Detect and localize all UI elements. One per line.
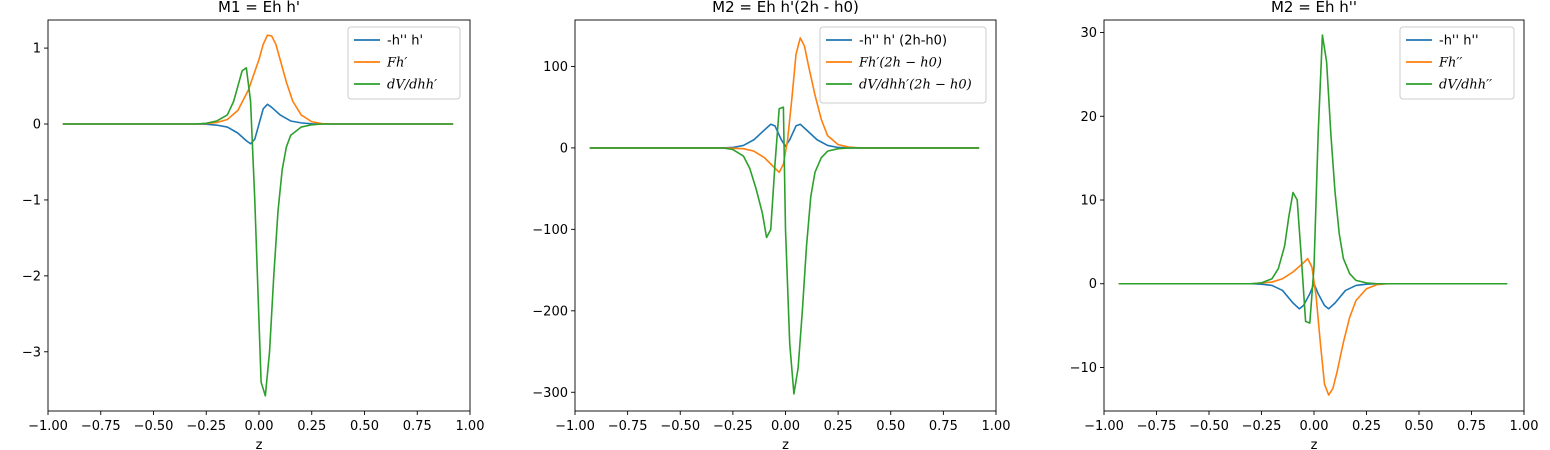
subplot-2: −1.00 −0.75 −0.50 −0.25 0.00 0.25 0.50 0.75 1.00…	[532, 0, 1010, 450]
y-tick-label: 0	[1089, 277, 1097, 292]
y-tick-label: −100	[532, 223, 568, 238]
y-tick-label: 100	[543, 60, 568, 75]
x-tick-label: 0.75	[403, 419, 432, 434]
x-tick-label: 0.75	[929, 419, 958, 434]
series-line-2	[1118, 257, 1508, 396]
y-tick-label: 30	[1080, 26, 1097, 41]
chart-title: M2 = Eh h'(2h - h0)	[712, 0, 859, 16]
y-tick-label: 20	[1080, 110, 1097, 125]
x-tick-label: 1.00	[456, 419, 485, 434]
series-line-3	[62, 67, 454, 397]
x-axis-label: z	[782, 438, 789, 450]
legend-entry-label: -h'' h' (2h-h0)	[859, 34, 947, 49]
legend-entry-label: Fh′(2h − h0)	[858, 56, 942, 71]
x-tick-label: 0.00	[771, 419, 800, 434]
legend-entry-label: -h'' h''	[1439, 34, 1479, 49]
legend-box	[347, 26, 461, 100]
legend-entry-label: dV/dhh′	[387, 78, 437, 93]
x-tick-label: 0.25	[297, 419, 326, 434]
legend-entry-label: Fh′	[386, 56, 407, 71]
x-tick-label: −1.00	[1084, 419, 1124, 434]
x-tick-label: 0.75	[1457, 419, 1486, 434]
series-line-1	[589, 123, 980, 149]
subplot-1: −1.00 −0.75 −0.50 −0.25 0.00 0.25 0.50 0.75 1.00…	[22, 0, 485, 450]
legend-box	[819, 26, 987, 104]
x-tick-label: −0.25	[1242, 419, 1282, 434]
legend-entry-label: dV/dhh′(2h − h0)	[859, 78, 972, 93]
subplot-3: −1.00 −0.75 −0.50 −0.25 0.00 0.25 0.50 0.75 1.00…	[1070, 0, 1539, 450]
x-tick-label: −0.25	[186, 419, 226, 434]
x-tick-label: 1.00	[1510, 419, 1539, 434]
x-tick-label: 1.00	[982, 419, 1011, 434]
x-axis-label: z	[1311, 438, 1318, 450]
legend: -h'' h' (2h-h0) Fh′(2h − h0) dV/dhh′(2h − …	[819, 26, 987, 104]
x-tick-label: −0.50	[134, 419, 174, 434]
series-line-2	[62, 34, 454, 125]
x-tick-label: −0.50	[660, 419, 700, 434]
legend-entry-label: -h'' h'	[387, 34, 423, 49]
x-tick-label: −1.00	[555, 419, 595, 434]
y-tick-label: −1	[22, 193, 41, 208]
y-tick-label: −2	[22, 269, 41, 284]
series-line-1	[62, 103, 454, 145]
y-tick-label: 10	[1080, 194, 1097, 209]
x-tick-label: −0.25	[713, 419, 753, 434]
y-tick-label: 0	[33, 118, 41, 133]
x-tick-label: 0.50	[876, 419, 905, 434]
x-axis-label: z	[256, 438, 263, 450]
legend-entry-label: Fh′′	[1438, 56, 1462, 71]
x-tick-label: 0.00	[1300, 419, 1329, 434]
series-line-2	[589, 37, 980, 174]
x-tick-label: 0.25	[824, 419, 853, 434]
x-tick-label: −0.75	[1137, 419, 1177, 434]
chart-title: M2 = Eh h''	[1271, 0, 1357, 16]
y-tick-label: −10	[1070, 361, 1097, 376]
x-tick-label: 0.50	[350, 419, 379, 434]
x-tick-label: −1.00	[28, 419, 68, 434]
x-tick-label: −0.75	[608, 419, 648, 434]
y-tick-label: −3	[22, 345, 41, 360]
series-line-3	[589, 106, 980, 395]
y-tick-label: −200	[532, 304, 568, 319]
legend-entry-label: dV/dhh′′	[1439, 78, 1492, 93]
x-tick-label: 0.00	[245, 419, 274, 434]
y-tick-label: 1	[33, 42, 41, 57]
legend-box	[1399, 26, 1515, 100]
y-tick-label: 0	[560, 141, 568, 156]
series-line-3	[1118, 34, 1508, 324]
chart-title: M1 = Eh h'	[218, 0, 300, 16]
x-tick-label: −0.50	[1189, 419, 1229, 434]
legend: -h'' h' Fh′ dV/dhh′	[347, 26, 461, 100]
x-tick-label: 0.50	[1405, 419, 1434, 434]
y-tick-label: −300	[532, 386, 568, 401]
x-tick-label: −0.75	[81, 419, 121, 434]
legend: -h'' h'' Fh′′ dV/dhh′′	[1399, 26, 1515, 100]
x-tick-label: 0.25	[1352, 419, 1381, 434]
